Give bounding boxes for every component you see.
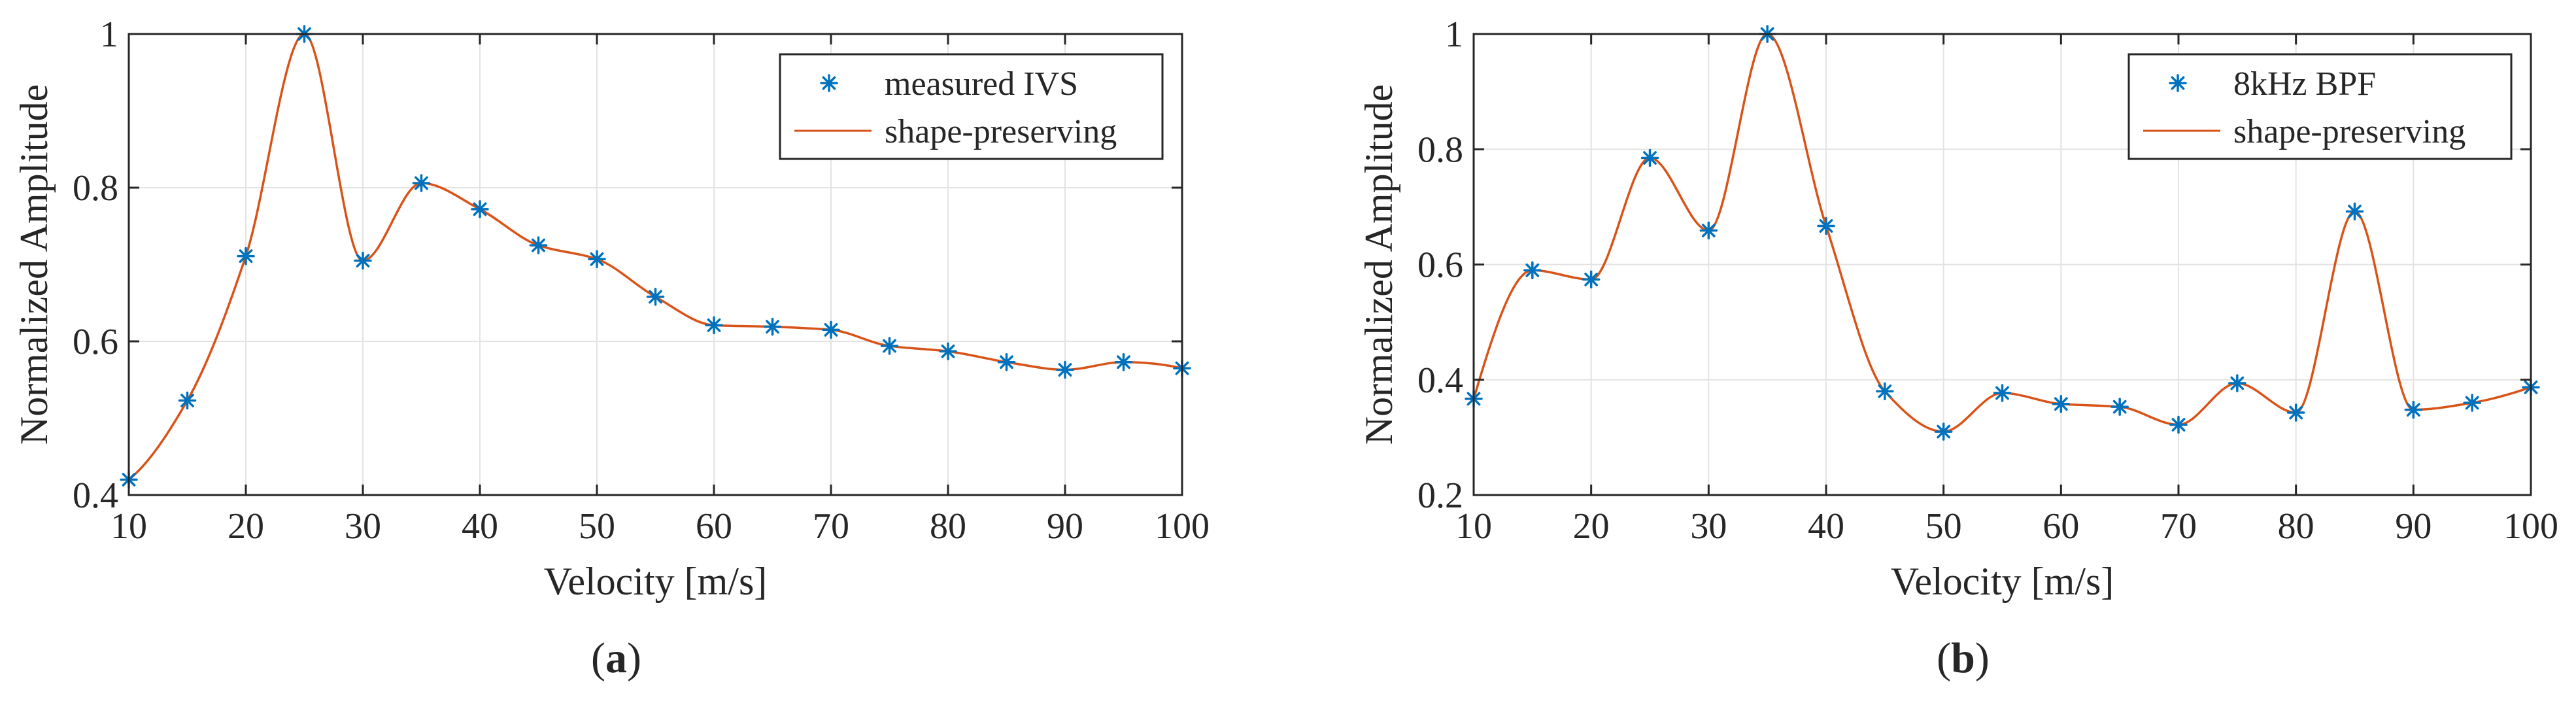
y-tick-label: 0.6 [73,322,118,362]
legend-box [2127,53,2513,160]
chart-panel-b: 10 20 30 40 50 60 70 80 90 100 0.2 0.4 0.6 0.8 1 Veloc… [1357,14,2558,682]
x-tick-label: 50 [1925,506,1962,547]
x-tick-label: 70 [813,506,849,547]
y-tick-label: 0.6 [1417,245,1463,286]
axis-ticks: 10 20 30 40 50 60 70 80 90 100 0.2 0.4 0.6 0.8 1 [1417,14,2558,547]
data-point-marker [1582,270,1601,289]
panel-label: (b) [1937,634,1990,682]
data-point-marker [1640,148,1659,167]
x-tick-label: 100 [1155,506,1210,547]
data-point-marker [471,200,489,218]
x-tick-label: 50 [579,506,615,547]
x-tick-label: 20 [1573,506,1610,547]
panel-label: (a) [591,634,641,682]
data-point-marker [880,337,899,355]
x-axis-label: Velocity [m/s] [544,560,768,603]
data-point-marker [1699,221,1718,240]
x-tick-label: 80 [930,506,966,547]
legend-label-line: shape-preserving [2233,113,2466,150]
data-point-marker [588,250,606,269]
data-point-marker [939,342,957,361]
axis-ticks: 10 20 30 40 50 60 70 80 90 100 0.4 0.6 0.8 1 [73,14,1210,547]
data-point-marker [354,251,372,270]
y-tick-label: 1 [100,14,118,55]
x-tick-label: 80 [2278,506,2314,547]
legend-asterisk-icon [2169,74,2187,92]
chart-panel-a: 10 20 30 40 50 60 70 80 90 100 0.4 0.6 0.8 1 Velocity… [12,14,1210,682]
y-tick-label: 0.8 [1417,129,1463,170]
data-point-marker [763,317,782,336]
data-point-marker [2052,395,2071,413]
x-axis-label: Velocity [m/s] [1891,560,2114,603]
x-tick-label: 60 [2042,506,2079,547]
y-tick-label: 1 [1445,14,1463,55]
data-point-marker [1993,384,2012,402]
data-point-marker [2169,415,2188,434]
series-line-shape-preserving [127,33,1183,481]
data-point-marker [2345,202,2364,221]
data-point-marker [2286,403,2305,422]
x-tick-label: 30 [345,506,381,547]
y-tick-label: 0.4 [73,475,118,516]
x-tick-label: 90 [2395,506,2432,547]
x-tick-label: 90 [1047,506,1083,547]
x-tick-label: 40 [462,506,498,547]
x-tick-label: 10 [110,506,147,547]
series-layer [120,25,1191,489]
data-point-marker [237,247,255,265]
y-axis-label: Normalized Amplitude [1357,84,1400,445]
legend-label-markers: 8kHz BPF [2233,65,2376,103]
legend-marker-asterisk [2169,74,2187,92]
y-tick-label: 0.4 [1417,360,1463,401]
data-point-marker [705,316,723,335]
x-tick-label: 60 [696,506,732,547]
data-point-marker [2228,374,2246,392]
data-point-marker [1817,216,1835,235]
y-axis-label: Normalized Amplitude [12,84,56,445]
legend-asterisk-icon [820,74,838,92]
axes-box [127,33,1183,496]
data-point-marker [2463,394,2481,412]
x-tick-label: 10 [1455,506,1492,547]
x-tick-label: 20 [228,506,264,547]
data-point-marker [178,391,197,410]
data-point-marker [1523,261,1542,280]
legend-label-line: shape-preserving [885,113,1117,150]
legend: 8kHz BPF shape-preserving [2127,53,2513,160]
data-point-marker [646,288,665,306]
legend-marker-asterisk [820,74,838,92]
data-point-marker [1876,382,1894,401]
data-point-marker [1056,360,1074,379]
panel-label-letter: b [1951,634,1975,682]
x-tick-label: 30 [1690,506,1727,547]
data-point-marker [2404,400,2423,419]
panel-label-letter: a [605,634,627,682]
y-tick-label: 0.2 [1417,475,1463,516]
legend-box [779,53,1164,160]
data-point-marker [1934,422,1953,441]
x-tick-label: 70 [2160,506,2197,547]
data-point-marker [1114,352,1133,371]
data-point-marker [997,352,1016,371]
data-point-marker [2110,398,2129,416]
data-point-marker [412,174,431,192]
x-tick-label: 100 [2503,506,2558,547]
x-tick-label: 40 [1808,506,1844,547]
data-point-marker [822,320,840,339]
data-point-marker [529,236,548,254]
legend-label-markers: measured IVS [885,65,1078,103]
y-tick-label: 0.8 [73,168,118,209]
legend: measured IVS shape-preserving [779,53,1164,160]
